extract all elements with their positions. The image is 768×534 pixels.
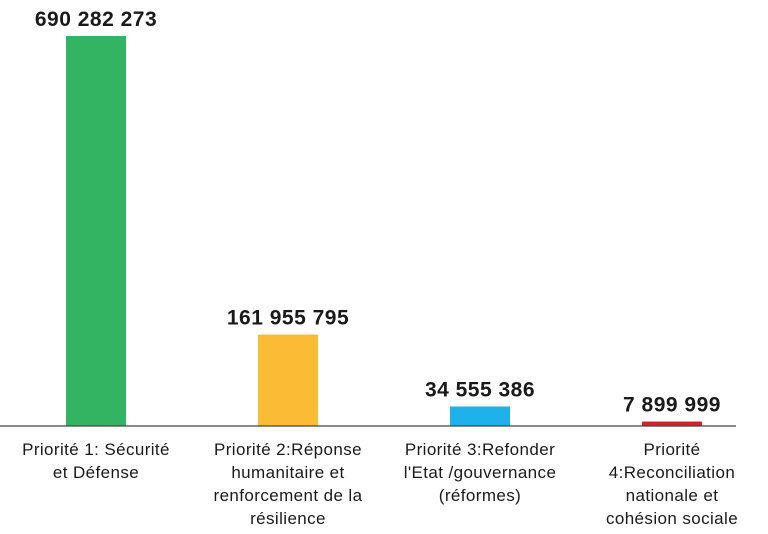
category-label-line: Priorité 3:Refonder [404,440,556,459]
value-label-3: 34 555 386 [425,378,535,401]
category-label-line: nationale et [625,486,719,505]
bar-4 [642,421,702,426]
bar-2 [258,334,318,426]
category-label-line: résilience [250,509,326,528]
category-label-line: Priorité [643,440,701,459]
value-label-1: 690 282 273 [35,8,157,31]
value-label-4: 7 899 999 [623,394,721,417]
category-label-line: l'Etat /gouvernance [403,463,557,482]
category-label-line: humanitaire et [231,463,345,482]
category-label-line: Priorité 1: Sécurité [22,440,170,459]
category-label-1: Priorité 1: Sécurité et Défense [0,438,192,484]
category-label-line: (réformes) [438,486,522,505]
bar-3 [450,406,510,426]
category-label-4: Priorité 4:Reconciliation nationale et cohé… [576,438,768,530]
category-label-line: Priorité 2:Réponse [214,440,362,459]
category-label-line: 4:Reconciliation [608,463,736,482]
category-label-line: et Défense [52,463,140,482]
value-labels-group: 690 282 273 161 955 795 34 555 386 7 899 99… [35,8,721,417]
category-label-line: cohésion sociale [605,509,739,528]
category-label-2: Priorité 2:Réponse humanitaire et renforce… [192,438,384,530]
category-label-line: renforcement de la [213,486,363,505]
bar-1 [66,36,126,426]
category-label-3: Priorité 3:Refonder l'Etat /gouvernance (r… [384,438,576,507]
bars-group [66,36,702,426]
value-label-2: 161 955 795 [227,306,349,329]
